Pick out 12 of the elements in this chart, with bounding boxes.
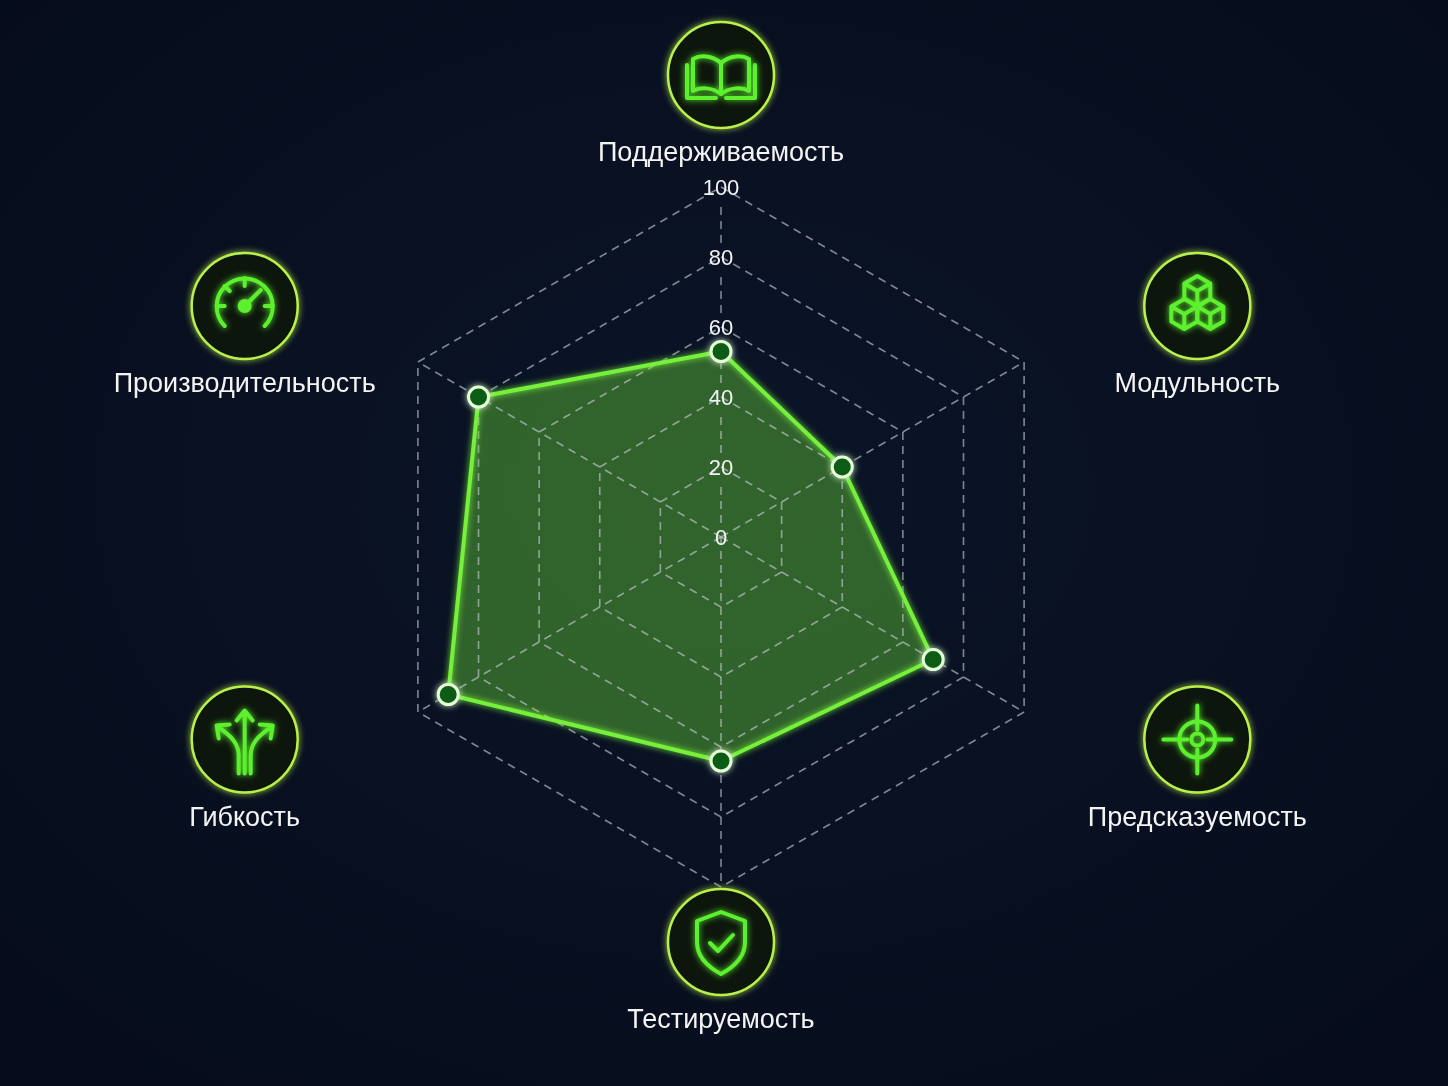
spoke-label: Модульность — [1114, 368, 1281, 398]
y-tick-label: 100 — [702, 174, 740, 200]
spoke-label: Поддерживаемость — [597, 137, 845, 167]
spoke-label: Производительность — [113, 368, 376, 398]
y-tick-label: 80 — [708, 244, 734, 270]
y-tick-label: 60 — [708, 314, 734, 340]
spoke-label: Предсказуемость — [1087, 801, 1307, 832]
y-tick-label: 20 — [708, 454, 734, 480]
y-tick-label: 0 — [714, 524, 728, 550]
y-tick-label: 40 — [708, 384, 734, 410]
spoke-label: Гибкость — [189, 801, 301, 832]
spoke-label: Тестируемость — [627, 1004, 815, 1034]
